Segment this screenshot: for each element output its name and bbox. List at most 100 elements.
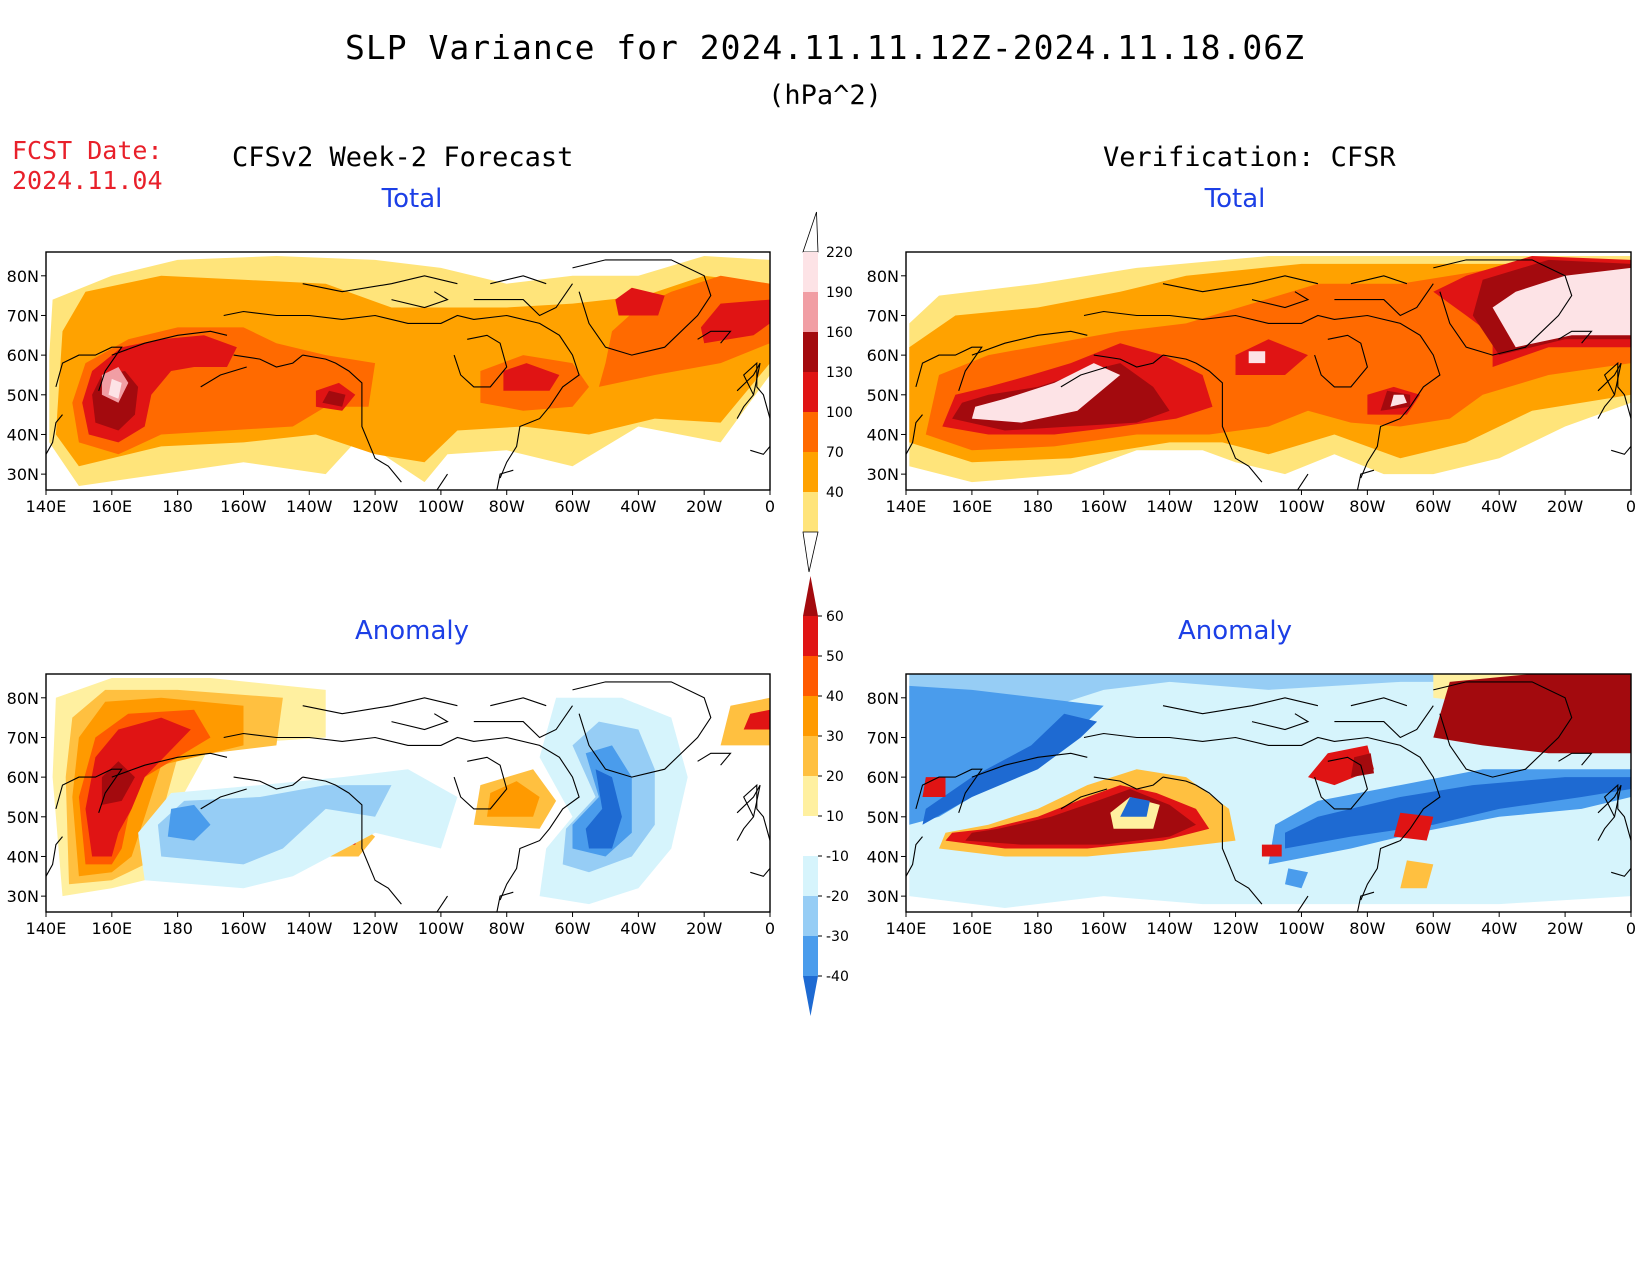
coastline (1334, 705, 1434, 739)
lon-tick-label: 160E (91, 919, 132, 938)
colorbar-bottom-arrow (803, 976, 818, 1016)
lat-tick-label: 40N (7, 425, 39, 444)
lat-tick-label: 30N (7, 465, 39, 484)
coastline (1597, 783, 1631, 841)
lon-tick-label: 180 (1023, 497, 1054, 516)
colorbar-anomaly: 60 50 40 30 20 10 -10 -20 -30 -40 (803, 576, 849, 1016)
colorbar-level-label: -30 (826, 929, 849, 945)
contour-region (1433, 674, 1631, 754)
coastline (1356, 469, 1375, 490)
coastline (572, 259, 712, 356)
lat-tick-label: 50N (867, 386, 899, 405)
colorbar-level-label: -10 (826, 849, 849, 865)
colorbar-level-label: 30 (826, 729, 844, 745)
coastline (302, 354, 402, 483)
map-panel-bl: 140E 160E 180 160W 140W 120W 100W 80W 60W 40W 20W 0… (7, 673, 775, 938)
coastline (1611, 446, 1631, 455)
lon-tick-label: 40W (1481, 497, 1517, 516)
lat-tick-label: 30N (867, 887, 899, 906)
coastlines (906, 259, 1631, 490)
contour-region (1285, 868, 1308, 889)
coastline (572, 681, 712, 778)
lon-tick-label: 40W (620, 919, 656, 938)
lat-tick-label: 50N (7, 808, 39, 827)
lat-tick-label: 40N (7, 847, 39, 866)
coastline (1611, 868, 1631, 877)
coastline (1162, 354, 1263, 483)
lon-tick-label: 60W (1415, 919, 1451, 938)
colorbar-swatch (803, 936, 818, 976)
contour-region (1390, 394, 1407, 407)
lon-tick-label: 180 (162, 497, 193, 516)
lon-tick-label: 120W (1212, 919, 1259, 938)
lon-tick-label: 140E (886, 497, 927, 516)
colorbar-level-label: 100 (826, 405, 853, 421)
coastline (302, 275, 458, 293)
lon-tick-label: 0 (765, 497, 775, 516)
lon-tick-label: 100W (1278, 497, 1325, 516)
colorbar-swatch (803, 656, 818, 696)
lon-tick-label: 40W (1481, 919, 1517, 938)
coastline (111, 330, 228, 356)
coastline (391, 713, 449, 731)
forecast-column-title: CFSv2 Week-2 Forecast (232, 142, 574, 173)
panel-title-verification-anomaly: Anomaly (1177, 616, 1293, 646)
lon-tick-label: 80W (489, 497, 525, 516)
lon-tick-label: 0 (765, 919, 775, 938)
coastline (55, 346, 123, 391)
lon-tick-label: 160W (220, 497, 267, 516)
lon-tick-label: 160W (1081, 497, 1128, 516)
panel-title-forecast-anomaly: Anomaly (354, 616, 470, 646)
coastline (1597, 361, 1631, 419)
lat-tick-label: 70N (867, 728, 899, 747)
coastline (697, 330, 732, 344)
lon-tick-label: 80W (1349, 919, 1385, 938)
lat-tick-label: 80N (7, 689, 39, 708)
colorbar-swatch (803, 452, 818, 492)
coastline (233, 776, 304, 790)
coastline (436, 895, 448, 912)
map-frame (45, 251, 771, 491)
colorbar-swatch (803, 616, 818, 656)
lon-tick-label: 140W (286, 497, 333, 516)
coastline (473, 283, 573, 317)
colorbar-level-label: 40 (826, 485, 844, 501)
coastline (1356, 891, 1375, 912)
lon-tick-label: 80W (489, 919, 525, 938)
map-frame (905, 673, 1632, 913)
contour-region (1350, 753, 1374, 778)
lon-tick-label: 60W (1415, 497, 1451, 516)
coastlines (46, 259, 770, 490)
coastline (233, 354, 304, 368)
lon-tick-label: 160E (91, 497, 132, 516)
lat-tick-label: 40N (867, 847, 899, 866)
coastline (697, 752, 732, 766)
coastline (46, 836, 63, 877)
map-panel-br: 140E 160E 180 160W 140W 120W 100W 80W 60W 40W 20W 0… (867, 673, 1636, 938)
coastline (55, 768, 123, 813)
lat-tick-label: 60N (867, 768, 899, 787)
contour-region (743, 709, 770, 730)
coastline (496, 469, 514, 490)
colorbar-level-label: 190 (826, 285, 853, 301)
colorbar-level-label: 40 (826, 689, 844, 705)
lon-tick-label: 100W (418, 919, 465, 938)
contour-region (909, 674, 1631, 738)
lat-tick-label: 80N (7, 267, 39, 286)
shaded-contours (909, 256, 1631, 483)
coastline (1251, 291, 1310, 309)
colorbar-swatch (803, 856, 818, 896)
colorbar-swatch (803, 412, 818, 452)
coastline (453, 756, 508, 810)
coastline (1334, 283, 1434, 317)
contour-region (157, 785, 392, 865)
lon-tick-label: 140W (286, 919, 333, 938)
lon-tick-label: 60W (554, 497, 590, 516)
coastline (1162, 776, 1263, 905)
lon-tick-label: 120W (352, 497, 399, 516)
colorbar-swatch (803, 252, 818, 292)
lon-tick-label: 40W (620, 497, 656, 516)
coastlines (906, 681, 1631, 912)
lon-tick-label: 160E (952, 919, 993, 938)
